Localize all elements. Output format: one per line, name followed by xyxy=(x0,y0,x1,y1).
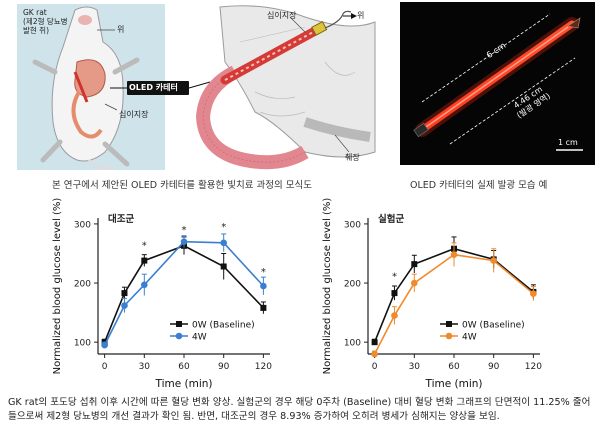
catheter-glow-illustration xyxy=(413,13,583,151)
y-tick-label: 300 xyxy=(344,220,361,230)
x-axis-label: Time (min) xyxy=(424,378,482,390)
data-point xyxy=(121,290,128,297)
legend-label: 4W xyxy=(192,333,207,343)
y-axis-label: Normalized blood glucose level (%) xyxy=(52,198,63,375)
x-tick-label: 0 xyxy=(102,362,108,372)
significance-marker: * xyxy=(182,225,187,236)
legend-marker xyxy=(446,321,452,327)
data-point xyxy=(391,312,398,319)
duodenum-left-label: 십이지장 xyxy=(119,110,149,119)
legend-label: 4W xyxy=(462,333,477,343)
panel-label: 대조군 xyxy=(108,213,134,225)
length-dim-line xyxy=(421,13,551,103)
significance-marker: * xyxy=(221,222,226,233)
control-chart: 100 200 300 0 30 60 90 120 Time (min) Normalized … xyxy=(30,196,325,396)
catheter-photo: 6 cm 4.46 cm (발광 영역) 1 cm xyxy=(400,2,595,165)
catheter-label: OLED 카테터 xyxy=(129,83,178,92)
significance-marker: * xyxy=(142,241,147,252)
rat-nose xyxy=(78,15,92,25)
catheter-wire xyxy=(324,10,352,29)
data-point xyxy=(141,257,148,264)
data-point xyxy=(371,339,378,346)
legend-label: 0W (Baseline) xyxy=(192,321,255,331)
experimental-chart: 100 200 300 0 30 60 90 120 Time (min) Normalized … xyxy=(300,196,595,396)
y-tick-label: 300 xyxy=(74,220,91,230)
y-tick-label: 100 xyxy=(74,339,91,349)
legend-marker xyxy=(176,321,182,327)
significance-marker: * xyxy=(392,271,397,282)
stomach-label: 위 xyxy=(117,25,125,34)
x-tick-label: 120 xyxy=(525,362,542,372)
emission-dim-line xyxy=(449,57,576,145)
x-axis-label: Time (min) xyxy=(154,378,212,390)
data-point xyxy=(121,302,128,309)
data-point xyxy=(530,290,537,297)
stomach-right-label: 위 xyxy=(357,11,365,20)
x-tick-label: 90 xyxy=(488,362,500,372)
scale-label: 1 cm xyxy=(558,138,578,147)
legend-marker xyxy=(445,332,453,340)
figure-description: GK rat의 포도당 섭취 이후 시간에 따른 혈당 변화 양상. 실험군의 … xyxy=(8,397,591,422)
data-point xyxy=(101,341,108,349)
data-point xyxy=(411,279,418,287)
x-tick-label: 120 xyxy=(255,362,272,372)
data-point xyxy=(260,304,267,311)
panel-label: 실험군 xyxy=(378,213,404,225)
x-tick-label: 0 xyxy=(372,362,378,372)
control-chart-svg: 100 200 300 0 30 60 90 120 Time (min) Normalized … xyxy=(52,198,272,390)
y-tick-label: 200 xyxy=(344,280,361,290)
data-point xyxy=(260,282,267,290)
x-tick-label: 30 xyxy=(139,362,151,372)
x-tick-label: 60 xyxy=(448,362,460,372)
x-tick-label: 30 xyxy=(409,362,421,372)
data-point xyxy=(180,238,188,245)
x-tick-label: 90 xyxy=(218,362,230,372)
stomach-organ xyxy=(219,5,376,158)
schematic-panel: GK rat (제2형 당뇨병 발현 쥐) 위 OLED 카테터 십이지장 십이… xyxy=(5,2,380,172)
legend-label: 0W (Baseline) xyxy=(462,321,525,331)
experimental-chart-svg: 100 200 300 0 30 60 90 120 Time (min) Normalized … xyxy=(322,198,542,390)
significance-marker: * xyxy=(261,267,266,278)
data-point xyxy=(220,263,227,270)
duodenum-right-label: 십이지장 xyxy=(267,11,297,20)
data-point xyxy=(371,350,378,358)
pancreas-organ xyxy=(303,117,371,142)
x-tick-label: 60 xyxy=(178,362,190,372)
y-axis-label: Normalized blood glucose level (%) xyxy=(322,198,333,375)
series-line xyxy=(103,240,264,346)
schematic-illustration xyxy=(17,4,376,170)
y-tick-label: 200 xyxy=(74,280,91,290)
series-line xyxy=(373,247,534,343)
data-point xyxy=(450,251,458,258)
series-line xyxy=(373,253,534,355)
caption-right: OLED 카테터의 실제 발광 모습 예 xyxy=(410,180,548,191)
caption-left: 본 연구에서 제안된 OLED 카테터를 활용한 빛치료 과정의 모식도 xyxy=(52,180,313,191)
data-point xyxy=(220,239,227,247)
rat-stomach xyxy=(74,59,106,98)
y-tick-label: 100 xyxy=(344,339,361,349)
legend-marker xyxy=(175,332,183,340)
data-point xyxy=(391,290,398,297)
series-line xyxy=(103,244,264,343)
data-point xyxy=(141,281,148,289)
pancreas-label: 췌장 xyxy=(345,153,360,162)
data-point xyxy=(411,261,418,268)
rat-label: GK rat (제2형 당뇨병 발현 쥐) xyxy=(23,8,68,35)
catheter-label-box xyxy=(127,81,189,95)
data-point xyxy=(490,257,497,264)
